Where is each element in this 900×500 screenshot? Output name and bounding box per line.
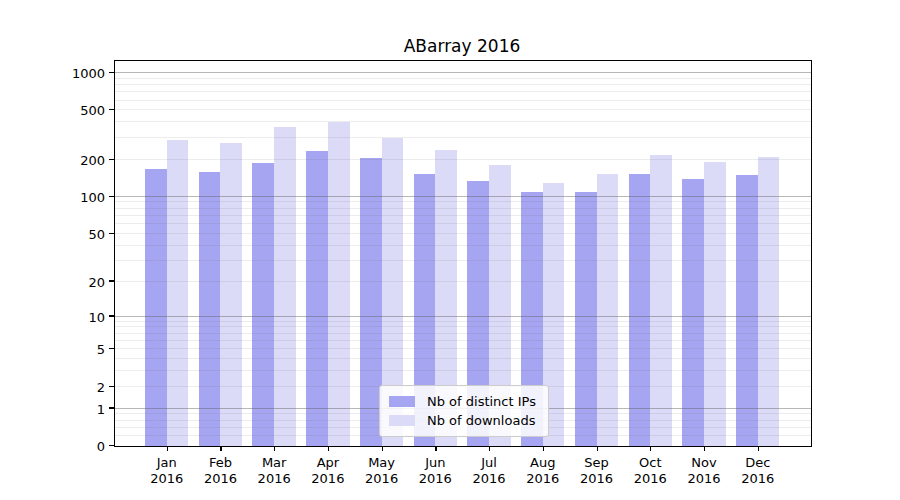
y-axis-tick-label: 0 (97, 440, 105, 453)
x-axis-label: Dec2016 (726, 455, 790, 487)
x-axis-tick (328, 446, 329, 451)
y-axis-tick (109, 386, 115, 387)
x-axis-tick (597, 446, 598, 451)
x-axis-tick (274, 446, 275, 451)
bar-distinct-ips (306, 151, 328, 446)
y-axis-tick-label: 2 (97, 380, 105, 393)
y-axis-tick (109, 196, 115, 197)
x-axis-tick (758, 446, 759, 451)
bar-downloads (328, 122, 350, 446)
bar-distinct-ips (682, 179, 704, 446)
x-axis-tick (543, 446, 544, 451)
y-axis-tick (109, 159, 115, 160)
bar-downloads (758, 157, 780, 446)
x-axis-tick (650, 446, 651, 451)
legend-item: Nb of distinct IPs (389, 392, 536, 411)
y-axis-tick (109, 445, 115, 446)
bar-distinct-ips (629, 174, 651, 446)
bar-distinct-ips (736, 175, 758, 446)
legend-label: Nb of distinct IPs (427, 394, 536, 409)
minor-gridline (115, 91, 811, 92)
legend: Nb of distinct IPs Nb of downloads (379, 385, 549, 437)
bar-distinct-ips (199, 172, 221, 446)
chart-title: ABarray 2016 (404, 36, 521, 56)
x-axis-tick (220, 446, 221, 451)
y-axis-tick-label: 20 (88, 275, 105, 288)
y-axis-tick-label: 500 (80, 104, 105, 117)
x-axis-label-line: Dec (726, 455, 790, 471)
bar-downloads (650, 155, 672, 446)
bar-downloads (704, 162, 726, 446)
y-axis-tick-label: 1 (97, 402, 105, 415)
bar-distinct-ips (575, 192, 597, 446)
minor-gridline (115, 121, 811, 122)
x-axis-tick (704, 446, 705, 451)
bar-downloads (167, 140, 189, 446)
legend-label: Nb of downloads (427, 413, 535, 428)
y-axis-tick (109, 109, 115, 110)
y-axis-tick-label: 10 (88, 310, 105, 323)
minor-gridline (115, 100, 811, 101)
x-axis-tick (489, 446, 490, 451)
y-axis-tick (109, 348, 115, 349)
bar-distinct-ips (252, 163, 274, 446)
figure: ABarray 2016 Nb of distinct IPs Nb of do… (0, 0, 900, 500)
y-axis-tick (109, 315, 115, 316)
major-gridline (115, 72, 811, 73)
y-axis-tick-label: 200 (80, 153, 105, 166)
bar-downloads (220, 143, 242, 446)
minor-gridline (115, 84, 811, 85)
y-axis-tick (109, 407, 115, 408)
minor-gridline (115, 109, 811, 110)
legend-swatch (389, 415, 415, 426)
x-axis-tick (435, 446, 436, 451)
x-axis-label-line: 2016 (726, 471, 790, 487)
legend-item: Nb of downloads (389, 411, 536, 430)
y-axis-tick-label: 100 (80, 190, 105, 203)
y-axis-tick-label: 50 (88, 227, 105, 240)
y-axis-tick (109, 72, 115, 73)
y-axis-tick (109, 233, 115, 234)
minor-gridline (115, 137, 811, 138)
plot-area: Nb of distinct IPs Nb of downloads 01251… (114, 60, 812, 447)
bar-distinct-ips (145, 169, 167, 446)
x-axis-tick (167, 446, 168, 451)
y-axis-tick (109, 280, 115, 281)
legend-swatch (389, 396, 415, 407)
bar-downloads (274, 127, 296, 446)
x-axis-tick (382, 446, 383, 451)
y-axis-tick-label: 1000 (72, 67, 105, 80)
minor-gridline (115, 78, 811, 79)
minor-gridline (115, 159, 811, 160)
bar-downloads (597, 174, 619, 446)
y-axis-tick-label: 5 (97, 343, 105, 356)
